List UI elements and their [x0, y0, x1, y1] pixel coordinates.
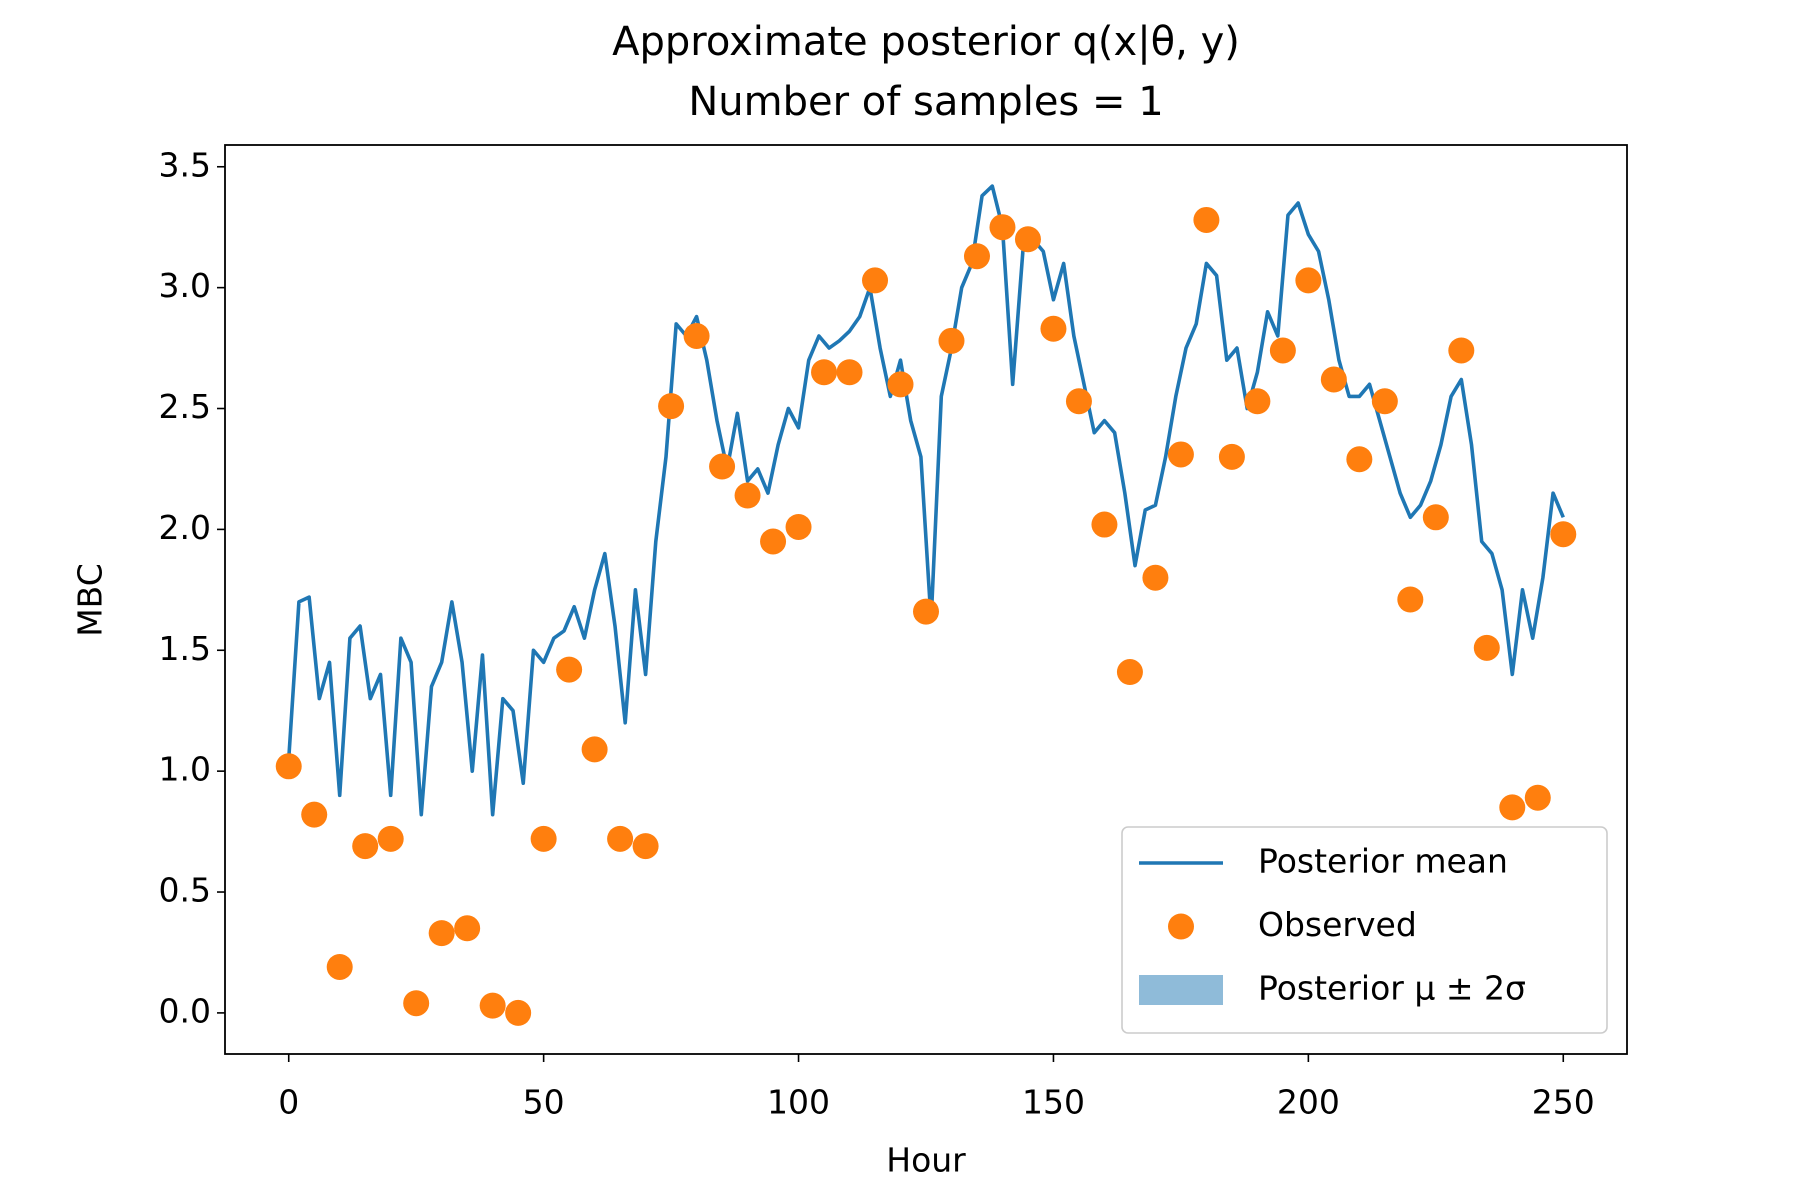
chart-subtitle: Number of samples = 1 [688, 79, 1163, 125]
observed-point [1422, 504, 1449, 531]
observed-point [1065, 388, 1092, 415]
observed-point [1014, 226, 1041, 253]
y-tick-label: 0.0 [159, 991, 211, 1030]
observed-point [836, 359, 863, 386]
observed-point [479, 992, 506, 1019]
x-axis-label: Hour [886, 1141, 966, 1180]
observed-point [1448, 337, 1475, 364]
x-tick-label: 150 [1022, 1083, 1085, 1122]
y-tick-label: 2.5 [159, 387, 211, 426]
observed-point [505, 999, 532, 1026]
observed-point [785, 513, 812, 540]
y-axis-label: MBC [71, 563, 110, 637]
y-tick-label: 3.5 [159, 145, 211, 184]
x-tick-label: 0 [278, 1083, 299, 1122]
observed-point [1193, 206, 1220, 233]
observed-point [1473, 634, 1500, 661]
observed-point [377, 825, 404, 852]
legend-marker [1168, 913, 1194, 940]
observed-point [1550, 521, 1577, 548]
observed-point [1116, 659, 1143, 686]
chart-title: Approximate posterior q(x|θ, y) [612, 19, 1240, 65]
observed-point [454, 915, 481, 942]
observed-point [1397, 586, 1424, 613]
observed-point [301, 801, 328, 828]
observed-point [556, 656, 583, 683]
observed-point [862, 267, 889, 294]
y-tick-label: 3.0 [159, 266, 211, 305]
plot-frame [224, 144, 1628, 1055]
y-tick-label: 1.0 [159, 750, 211, 789]
observed-point [1499, 794, 1526, 821]
observed-point [913, 598, 939, 625]
observed-point [1040, 315, 1067, 342]
legend-label: Posterior mean [1258, 842, 1508, 881]
y-tick-label: 0.5 [159, 871, 211, 910]
observed-point [1371, 388, 1398, 415]
observed-point [275, 753, 302, 780]
x-tick-label: 100 [767, 1083, 830, 1122]
legend-label: Observed [1258, 905, 1417, 944]
observed-point [1524, 784, 1551, 811]
observed-point [887, 371, 914, 398]
legend-box [1121, 826, 1608, 1034]
observed-point [658, 393, 685, 420]
observed-point [1295, 267, 1322, 294]
observed-point [1091, 511, 1118, 538]
observed-point [989, 214, 1016, 241]
observed-point [1244, 388, 1271, 415]
observed-point [428, 920, 455, 947]
legend-label: Posterior μ ± 2σ [1258, 969, 1526, 1008]
observed-point [1346, 446, 1373, 473]
observed-point [1142, 564, 1169, 591]
observed-point [530, 825, 557, 852]
observed-point [1320, 366, 1347, 393]
observed-point [1167, 441, 1194, 468]
legend-patch [1139, 975, 1223, 1005]
observed-point [607, 825, 634, 852]
y-tick-label: 1.5 [159, 629, 211, 668]
observed-point [1218, 443, 1245, 470]
observed-point [760, 528, 787, 555]
observed-point [938, 327, 965, 354]
observed-point [734, 482, 761, 509]
posterior-mean-line [286, 184, 1565, 817]
observed-point [811, 359, 838, 386]
observed-point [709, 453, 736, 480]
y-tick-label: 2.0 [159, 508, 211, 547]
x-tick-label: 250 [1532, 1083, 1595, 1122]
observed-point [683, 322, 710, 349]
observed-point [326, 953, 353, 980]
observed-point [581, 736, 608, 763]
x-tick-label: 50 [523, 1083, 565, 1122]
observed-point [1269, 337, 1296, 364]
observed-point [352, 833, 379, 860]
observed-point [632, 833, 659, 860]
x-tick-label: 200 [1277, 1083, 1340, 1122]
observed-point [403, 990, 430, 1017]
observed-point [963, 243, 990, 270]
